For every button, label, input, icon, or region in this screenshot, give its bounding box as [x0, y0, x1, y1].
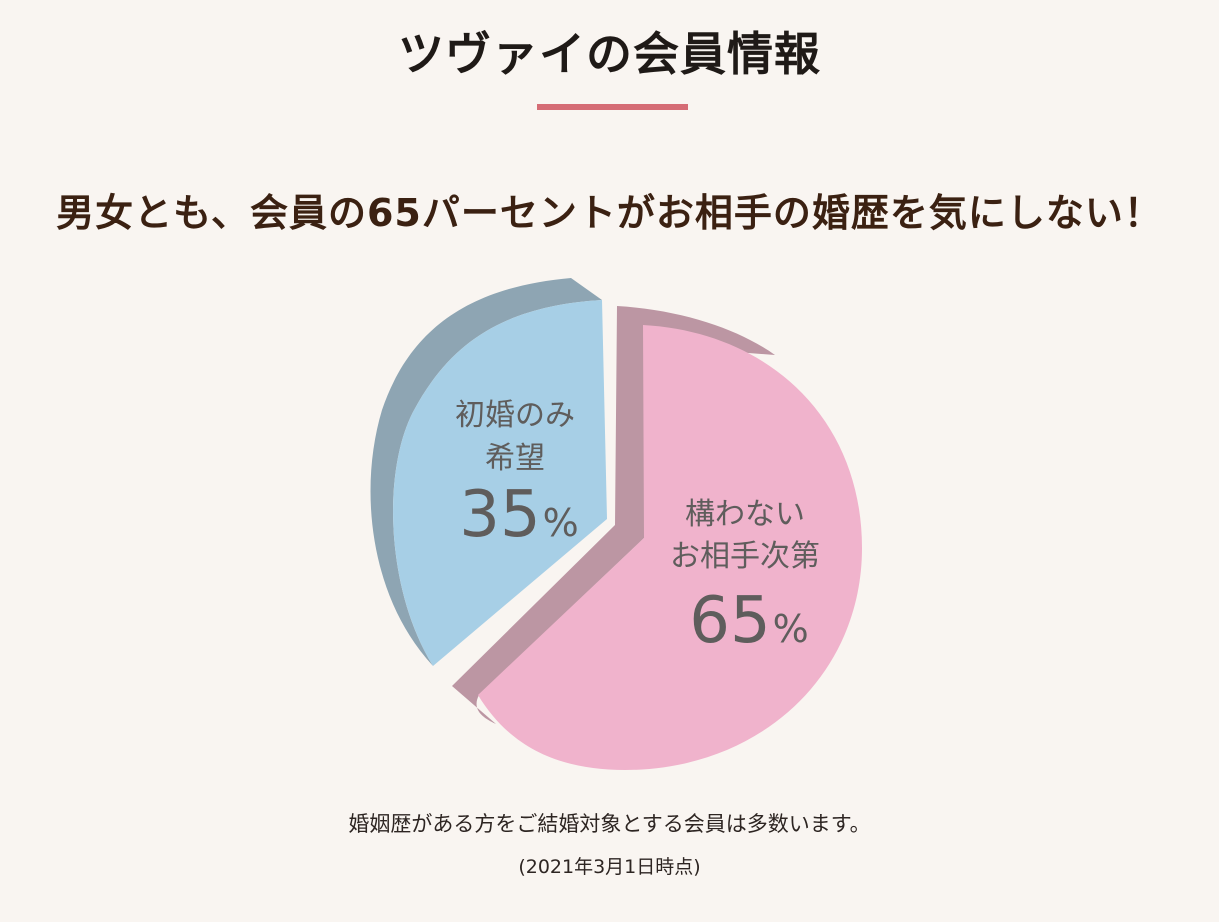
slice-label-line-2: 希望: [485, 441, 545, 476]
slice-value-unit: %: [543, 501, 579, 545]
slice-value: 35: [459, 478, 540, 552]
footnote: 婚姻歴がある方をご結婚対象とする会員は多数います。: [348, 812, 871, 836]
pie-slice-side-open-to-partner: [452, 306, 775, 724]
pie-slice-first-marriage-only: [393, 300, 607, 666]
slice-label-line-1: 構わない: [685, 497, 805, 532]
slice-label-line-2: お相手次第: [670, 539, 820, 574]
date-note: (2021年3月1日時点): [518, 856, 701, 878]
svg-text:65%: 65%: [689, 584, 809, 658]
slice-value: 65: [689, 584, 770, 658]
pie-slice-side-first-marriage-only: [370, 278, 602, 666]
title-underline: [537, 104, 688, 110]
page-title: ツヴァイの会員情報: [398, 27, 821, 81]
slice-label-line-1: 初婚のみ: [455, 398, 575, 433]
slice-value-unit: %: [773, 607, 809, 651]
svg-text:35%: 35%: [459, 478, 579, 552]
pie-slice-open-to-partner: [478, 325, 862, 770]
headline: 男女とも、会員の65パーセントがお相手の婚歴を気にしない！: [56, 191, 1163, 235]
